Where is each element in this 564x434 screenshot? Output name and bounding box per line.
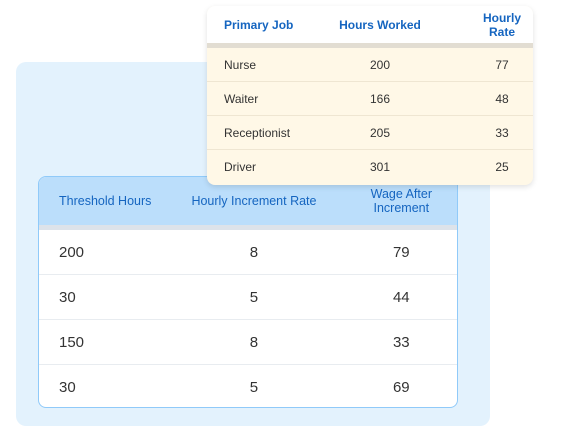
cell-primary-job: Driver bbox=[224, 160, 256, 174]
cell-threshold-hours: 150 bbox=[59, 333, 85, 351]
cell-wage-after-increment: 69 bbox=[392, 379, 410, 396]
cell-threshold-hours: 30 bbox=[59, 288, 76, 306]
cell-wage-after-increment: 33 bbox=[392, 333, 410, 351]
jobs-table-header: Primary Job Hours Worked Hourly Rate bbox=[207, 6, 533, 48]
cell-hours-worked: 200 bbox=[369, 57, 391, 72]
cell-hourly-rate: 48 bbox=[495, 91, 509, 106]
header-threshold-hours: Threshold Hours bbox=[59, 194, 152, 208]
table-row: 150 8 33 bbox=[39, 320, 457, 365]
cell-hourly-rate: 25 bbox=[495, 160, 509, 174]
cell-hourly-rate: 77 bbox=[495, 57, 509, 72]
header-hourly-increment-rate: Hourly Increment Rate bbox=[191, 194, 317, 208]
cell-hourly-increment-rate: 8 bbox=[249, 243, 259, 261]
cell-hours-worked: 166 bbox=[369, 91, 391, 106]
increment-table-header: Threshold Hours Hourly Increment Rate Wa… bbox=[39, 177, 457, 230]
increment-table: Threshold Hours Hourly Increment Rate Wa… bbox=[38, 176, 458, 408]
cell-hourly-rate: 33 bbox=[495, 125, 509, 140]
header-hours-worked: Hours Worked bbox=[339, 17, 421, 32]
header-hourly-rate: Hourly Rate bbox=[482, 10, 521, 39]
table-row: Receptionist 205 33 bbox=[207, 116, 533, 150]
table-row: 30 5 69 bbox=[39, 365, 457, 407]
jobs-table: Primary Job Hours Worked Hourly Rate Nur… bbox=[207, 6, 533, 185]
cell-hours-worked: 301 bbox=[369, 160, 391, 174]
cell-hourly-increment-rate: 5 bbox=[249, 288, 259, 306]
cell-hours-worked: 205 bbox=[369, 125, 391, 140]
table-row: 200 8 79 bbox=[39, 230, 457, 275]
cell-wage-after-increment: 79 bbox=[392, 243, 410, 261]
cell-threshold-hours: 200 bbox=[59, 243, 85, 261]
cell-hourly-increment-rate: 8 bbox=[249, 333, 259, 351]
cell-primary-job: Nurse bbox=[224, 57, 257, 72]
cell-threshold-hours: 30 bbox=[59, 379, 76, 396]
cell-primary-job: Waiter bbox=[224, 91, 259, 106]
cell-primary-job: Receptionist bbox=[224, 125, 291, 140]
header-primary-job: Primary Job bbox=[224, 17, 294, 32]
header-wage-after-increment: Wage After Increment bbox=[370, 187, 432, 215]
table-row: Nurse 200 77 bbox=[207, 48, 533, 82]
table-row: Driver 301 25 bbox=[207, 150, 533, 184]
cell-hourly-increment-rate: 5 bbox=[249, 379, 259, 396]
table-row: Waiter 166 48 bbox=[207, 82, 533, 116]
table-row: 30 5 44 bbox=[39, 275, 457, 320]
cell-wage-after-increment: 44 bbox=[392, 288, 410, 306]
